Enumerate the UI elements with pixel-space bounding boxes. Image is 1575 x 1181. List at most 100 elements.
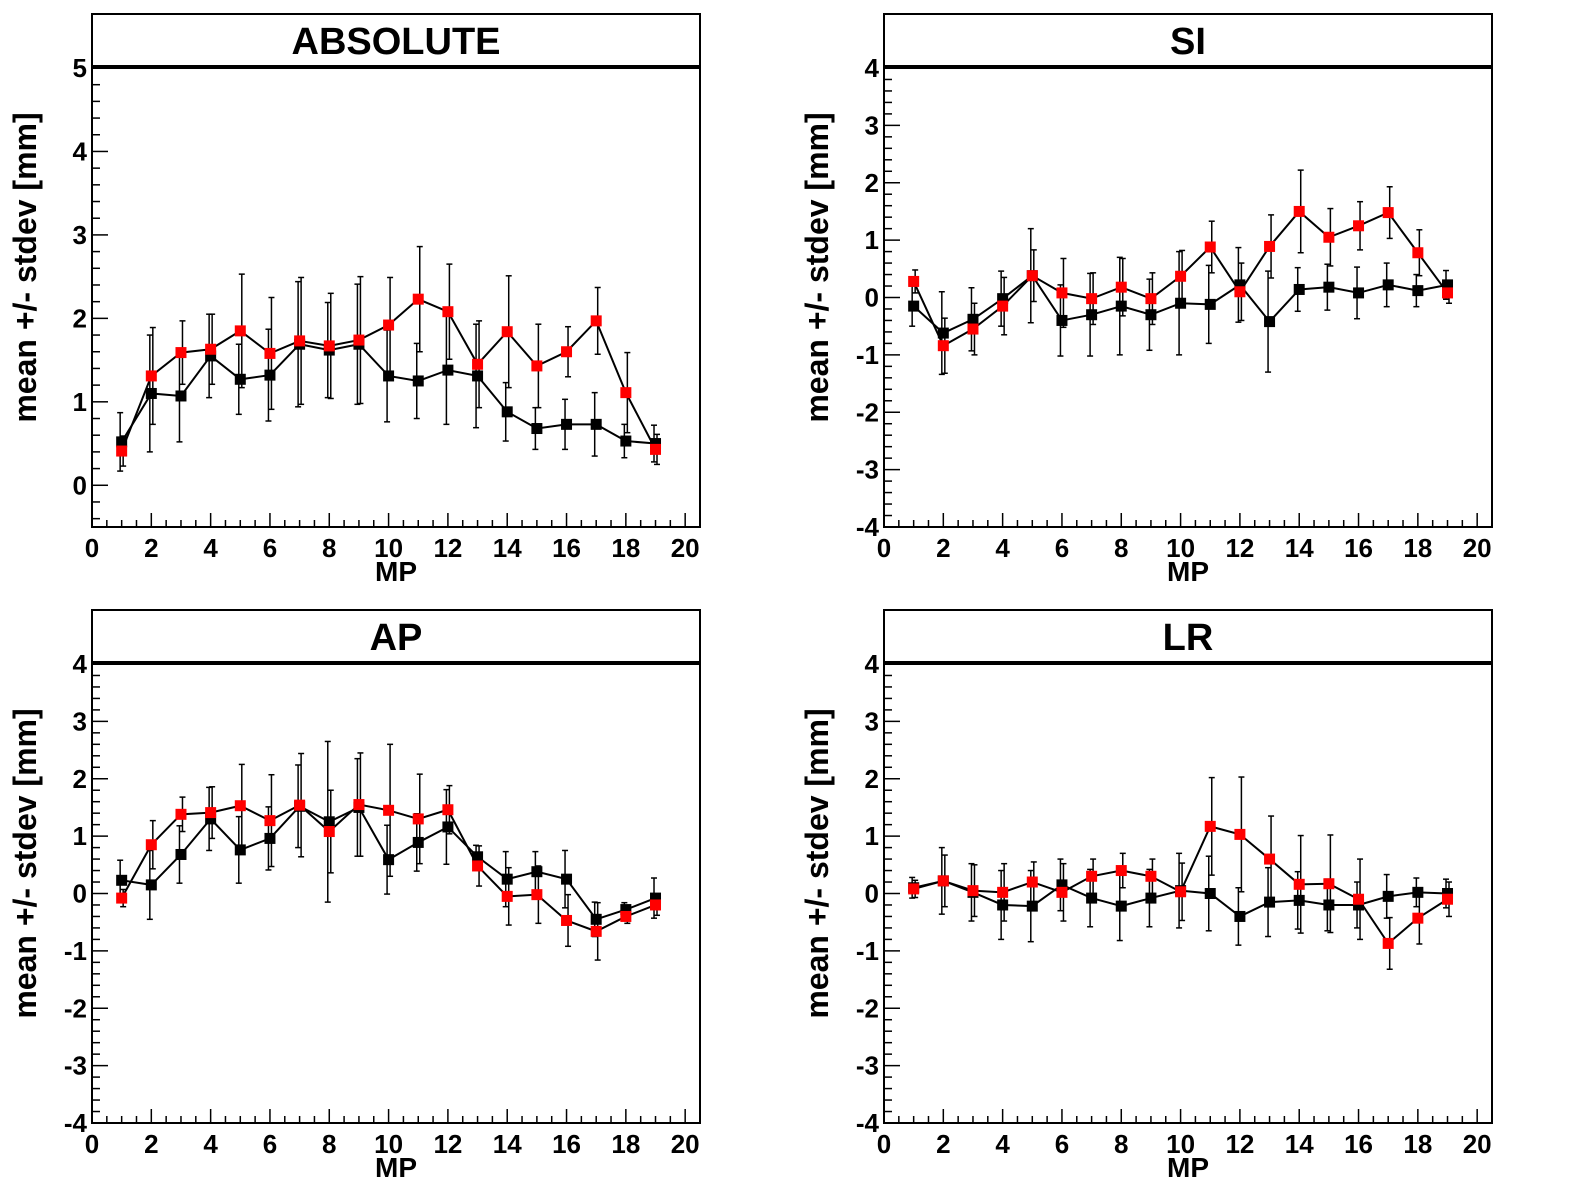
data-point-red-2	[937, 340, 949, 352]
x-tick-label: 8	[322, 533, 336, 563]
data-point-red-8	[323, 340, 335, 352]
data-point-black-12	[442, 364, 454, 376]
black-series-absolute	[116, 280, 662, 472]
data-point-black-12	[1234, 910, 1246, 922]
series-line	[120, 343, 656, 445]
data-point-black-16	[1353, 899, 1365, 911]
data-point-red-4	[205, 807, 217, 819]
y-tick-label: 0	[865, 879, 879, 909]
data-point-red-17	[1382, 207, 1394, 219]
x-tick-label: 12	[433, 1129, 462, 1159]
data-point-black-19	[650, 438, 662, 450]
black-series-ap	[116, 740, 662, 938]
data-point-red-18	[1412, 247, 1424, 259]
data-point-red-16	[1353, 893, 1365, 905]
y-tick-label: 2	[73, 303, 87, 333]
x-tick-label: 18	[611, 533, 640, 563]
title-box	[91, 13, 701, 67]
x-tick-label: 2	[936, 1129, 950, 1159]
data-point-red-13	[1264, 240, 1276, 252]
data-point-red-3	[967, 323, 979, 335]
x-tick-label: 18	[611, 1129, 640, 1159]
data-point-black-11	[412, 375, 424, 387]
data-point-red-4	[997, 300, 1009, 312]
data-point-red-15	[1323, 231, 1335, 243]
x-tick-label: 0	[85, 533, 99, 563]
y-tick-label: -1	[856, 936, 879, 966]
title-box	[883, 13, 1493, 67]
data-point-black-17	[1382, 890, 1394, 902]
data-point-black-16	[561, 873, 573, 885]
data-point-black-7	[1086, 309, 1098, 321]
data-point-red-12	[442, 804, 454, 816]
y-tick-label: -3	[856, 1051, 879, 1081]
data-point-red-17	[590, 315, 602, 327]
data-point-red-15	[1323, 878, 1335, 890]
data-point-black-1	[116, 874, 128, 886]
data-point-red-6	[264, 347, 276, 359]
data-point-red-2	[937, 875, 949, 887]
data-point-red-15	[531, 889, 543, 901]
x-tick-label: 4	[995, 533, 1010, 563]
data-point-black-1	[116, 436, 128, 448]
data-point-black-14	[1293, 283, 1305, 295]
data-point-red-6	[1056, 287, 1068, 299]
data-point-red-8	[323, 826, 335, 838]
data-point-black-17	[590, 913, 602, 925]
y-tick-label: -4	[856, 1108, 880, 1138]
y-tick-label: 3	[73, 220, 87, 250]
y-tick-label: 2	[73, 764, 87, 794]
y-tick-label: 2	[865, 764, 879, 794]
data-point-black-16	[1353, 287, 1365, 299]
data-point-red-13	[472, 358, 484, 370]
data-point-red-18	[620, 910, 632, 922]
y-tick-label: 4	[73, 136, 88, 166]
data-point-red-12	[1234, 828, 1246, 840]
data-point-red-12	[442, 306, 454, 318]
data-point-black-5	[234, 373, 246, 385]
data-point-red-11	[412, 813, 424, 825]
data-point-black-10	[383, 370, 395, 382]
data-point-black-15	[531, 866, 543, 878]
data-point-black-5	[1026, 900, 1038, 912]
data-point-red-5	[234, 325, 246, 337]
data-point-red-3	[175, 808, 187, 820]
data-point-red-9	[1145, 870, 1157, 882]
x-tick-label: 16	[1344, 1129, 1373, 1159]
data-point-red-6	[264, 815, 276, 827]
y-tick-label: 4	[865, 53, 880, 83]
data-point-red-11	[412, 293, 424, 305]
data-point-black-15	[1323, 281, 1335, 293]
data-point-black-16	[561, 418, 573, 430]
data-point-red-14	[501, 326, 513, 338]
x-tick-label: 14	[1285, 1129, 1314, 1159]
y-tick-label: -4	[64, 1108, 88, 1138]
data-point-black-7	[1086, 892, 1098, 904]
data-point-black-8	[1115, 900, 1127, 912]
series-line	[913, 825, 1449, 945]
y-tick-label: -4	[856, 512, 880, 542]
data-point-red-2	[145, 839, 157, 851]
red-series-absolute	[116, 245, 662, 467]
title-box	[91, 609, 701, 663]
data-point-black-6	[264, 832, 276, 844]
data-point-black-14	[501, 873, 513, 885]
chart-title: ABSOLUTE	[292, 21, 501, 63]
red-series-si	[908, 169, 1454, 374]
data-point-black-2	[145, 387, 157, 399]
x-tick-label: 16	[1344, 533, 1373, 563]
y-tick-label: 1	[73, 821, 87, 851]
x-tick-label: 16	[552, 1129, 581, 1159]
data-point-red-1	[908, 275, 920, 287]
x-tick-label: 20	[1463, 1129, 1492, 1159]
data-point-black-5	[234, 844, 246, 856]
data-point-red-7	[1086, 293, 1098, 305]
chart-title: SI	[1170, 21, 1206, 63]
data-point-red-19	[1442, 287, 1454, 299]
data-point-black-10	[1175, 297, 1187, 309]
y-axis-label: mean +/- stdev [mm]	[799, 708, 835, 1018]
data-point-red-7	[294, 335, 306, 347]
y-tick-label: -1	[856, 340, 879, 370]
x-axis-label: MP	[375, 556, 417, 587]
